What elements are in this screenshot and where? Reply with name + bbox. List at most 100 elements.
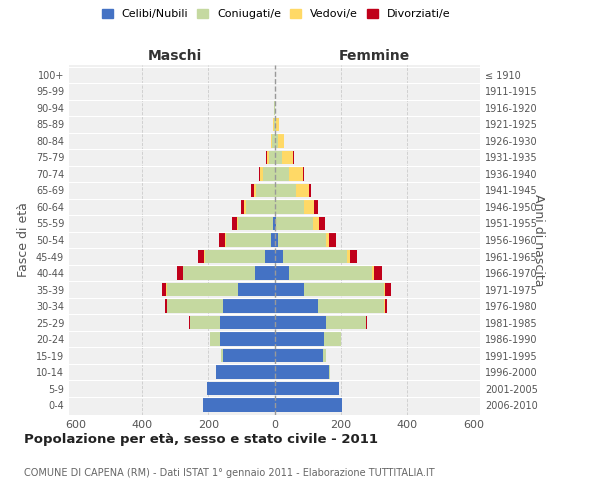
Bar [275,167,289,180]
Bar [251,184,254,197]
Bar [275,332,324,346]
Bar [238,283,275,296]
Legend: Celibi/Nubili, Coniugati/e, Vedovi/e, Divorziati/e: Celibi/Nubili, Coniugati/e, Vedovi/e, Di… [98,6,454,22]
Bar [210,332,220,346]
Bar [304,283,384,296]
Bar [347,250,350,264]
Bar [275,366,329,379]
Bar [308,184,311,197]
Bar [278,134,284,147]
Bar [271,134,272,147]
Text: Femmine: Femmine [338,50,410,64]
Bar [272,134,275,147]
Bar [276,118,279,131]
Bar [190,316,220,330]
Bar [275,118,276,131]
Bar [275,233,278,247]
Bar [366,316,367,330]
Bar [275,316,326,330]
Bar [282,150,293,164]
Bar [283,250,347,264]
Bar [221,349,223,362]
Bar [184,266,254,280]
Bar [350,250,356,264]
Bar [256,184,275,197]
Bar [217,366,275,379]
Y-axis label: Anni di nascita: Anni di nascita [532,194,545,286]
Bar [326,233,329,247]
Bar [223,300,275,313]
Bar [163,283,166,296]
Bar [323,349,326,362]
Bar [273,216,275,230]
Bar [244,200,247,214]
Bar [275,250,283,264]
Bar [206,382,275,396]
Y-axis label: Fasce di età: Fasce di età [17,202,30,278]
Bar [384,283,385,296]
Bar [238,216,273,230]
Bar [254,266,275,280]
Bar [165,300,167,313]
Bar [167,300,223,313]
Bar [177,266,183,280]
Bar [265,250,275,264]
Bar [275,349,323,362]
Bar [269,150,275,164]
Bar [220,332,275,346]
Bar [275,216,276,230]
Bar [372,266,374,280]
Bar [317,300,384,313]
Bar [254,184,256,197]
Bar [205,250,265,264]
Bar [385,283,391,296]
Bar [267,150,269,164]
Bar [326,316,365,330]
Bar [275,382,339,396]
Bar [219,233,226,247]
Bar [247,200,275,214]
Bar [275,266,289,280]
Bar [289,167,302,180]
Bar [278,233,326,247]
Bar [237,216,238,230]
Bar [204,250,205,264]
Bar [260,167,263,180]
Bar [275,300,317,313]
Bar [296,184,308,197]
Bar [226,233,271,247]
Bar [266,150,267,164]
Bar [289,266,372,280]
Bar [313,216,319,230]
Bar [302,167,304,180]
Bar [274,118,275,131]
Bar [223,349,275,362]
Bar [374,266,382,280]
Bar [167,283,238,296]
Bar [271,233,275,247]
Bar [275,134,278,147]
Bar [275,398,343,412]
Bar [275,283,304,296]
Bar [324,332,341,346]
Bar [241,200,244,214]
Bar [220,316,275,330]
Bar [293,150,294,164]
Bar [304,200,314,214]
Bar [275,200,304,214]
Text: Maschi: Maschi [148,50,202,64]
Bar [384,300,385,313]
Bar [276,216,313,230]
Text: Popolazione per età, sesso e stato civile - 2011: Popolazione per età, sesso e stato civil… [24,432,378,446]
Text: COMUNE DI CAPENA (RM) - Dati ISTAT 1° gennaio 2011 - Elaborazione TUTTITALIA.IT: COMUNE DI CAPENA (RM) - Dati ISTAT 1° ge… [24,468,434,477]
Bar [314,200,317,214]
Bar [263,167,275,180]
Bar [198,250,204,264]
Bar [329,233,336,247]
Bar [275,150,282,164]
Bar [275,184,296,197]
Bar [232,216,237,230]
Bar [259,167,260,180]
Bar [385,300,387,313]
Bar [319,216,325,230]
